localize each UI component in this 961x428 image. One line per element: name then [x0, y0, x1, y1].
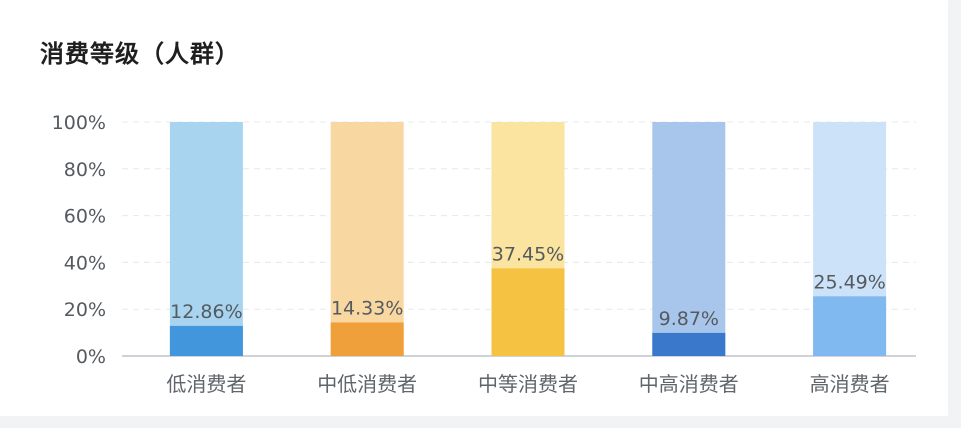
- x-category-label: 低消费者: [166, 372, 246, 396]
- y-tick-label: 60%: [64, 206, 106, 228]
- y-tick-label: 40%: [64, 252, 106, 274]
- y-tick-label: 80%: [64, 159, 106, 181]
- bar-value[interactable]: [813, 296, 887, 356]
- data-label: 37.45%: [492, 243, 564, 265]
- bar-value[interactable]: [491, 268, 565, 356]
- data-label: 25.49%: [813, 271, 885, 293]
- bar-value[interactable]: [330, 322, 404, 356]
- data-label: 9.87%: [659, 308, 719, 330]
- bar-remainder: [169, 122, 243, 356]
- bar-remainder: [330, 122, 404, 356]
- y-tick-label: 100%: [52, 112, 106, 134]
- x-category-label: 高消费者: [810, 372, 890, 396]
- bar-value[interactable]: [169, 325, 243, 356]
- y-tick-label: 0%: [76, 346, 106, 368]
- data-label: 12.86%: [170, 301, 242, 323]
- chart-title: 消费等级（人群）: [40, 40, 240, 68]
- chart-card: 消费等级（人群）: [0, 0, 948, 416]
- bar-value[interactable]: [652, 332, 726, 356]
- x-category-label: 中等消费者: [478, 372, 578, 396]
- x-category-label: 中低消费者: [317, 372, 417, 396]
- bar-remainder: [652, 122, 726, 356]
- y-tick-label: 20%: [64, 299, 106, 321]
- data-label: 14.33%: [331, 297, 403, 319]
- x-category-label: 中高消费者: [639, 372, 739, 396]
